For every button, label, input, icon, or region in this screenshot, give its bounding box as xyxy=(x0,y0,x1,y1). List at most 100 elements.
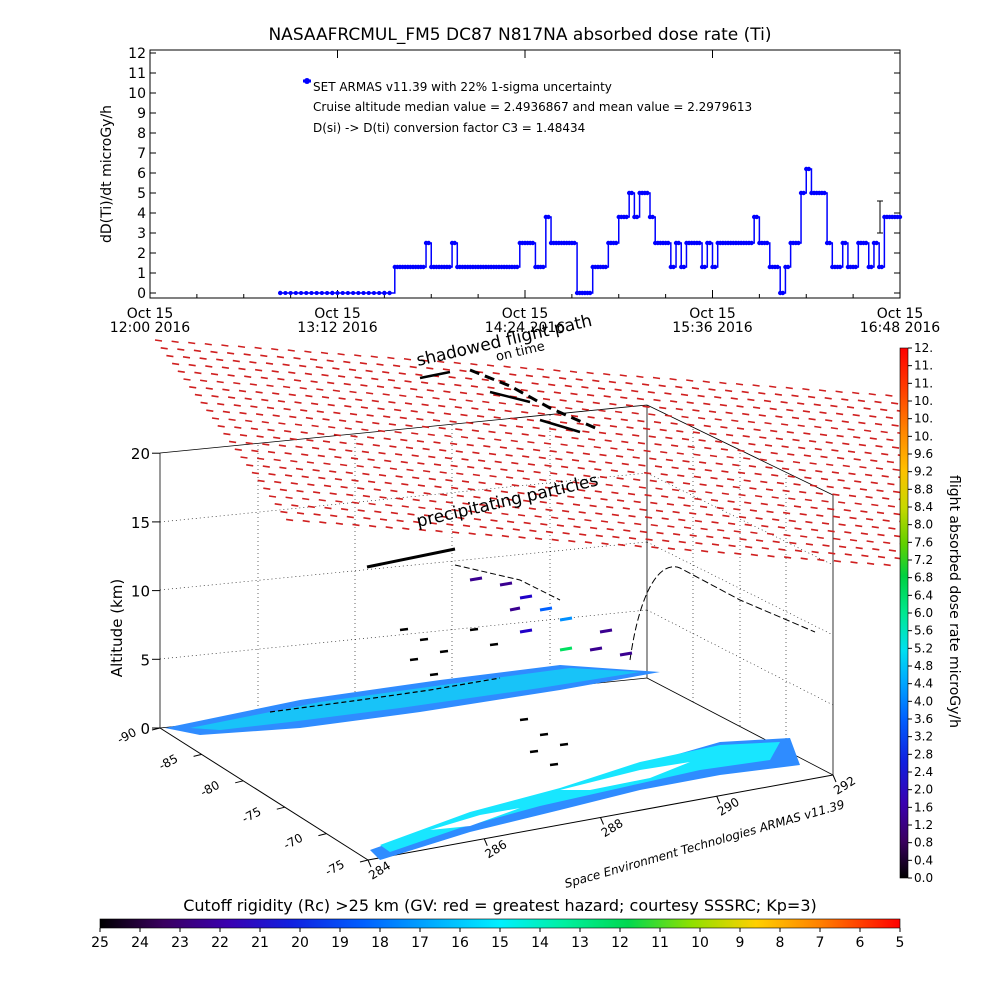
median-annotation: Cruise altitude median value = 2.4936867… xyxy=(313,100,752,114)
precipitation-mark xyxy=(555,479,564,483)
precipitation-mark xyxy=(691,387,700,390)
precipitation-mark xyxy=(448,398,457,401)
precipitation-mark xyxy=(711,543,720,546)
precipitation-mark xyxy=(703,402,711,406)
precipitation-mark xyxy=(750,553,759,557)
precipitation-mark xyxy=(515,403,523,406)
precipitation-mark xyxy=(440,515,448,519)
precipitation-mark xyxy=(617,543,626,547)
data-point xyxy=(577,290,582,296)
precipitation-mark xyxy=(658,384,666,388)
precipitation-mark xyxy=(405,424,413,427)
precipitation-mark xyxy=(766,532,775,536)
precipitation-mark xyxy=(506,520,515,524)
precipitation-mark xyxy=(760,502,768,506)
precipitation-mark xyxy=(863,429,872,433)
precipitation-mark xyxy=(645,538,653,541)
precipitation-mark xyxy=(794,549,803,553)
x-tick-label-date: Oct 15 xyxy=(689,306,735,322)
precipitation-mark xyxy=(667,525,675,528)
data-point xyxy=(889,214,895,220)
precipitation-mark xyxy=(545,530,554,534)
precipitation-mark xyxy=(279,488,288,492)
precipitation-mark xyxy=(819,433,828,437)
precipitation-mark xyxy=(772,540,780,544)
precipitation-mark xyxy=(485,533,493,537)
precipitation-mark xyxy=(642,427,651,431)
precipitation-mark xyxy=(836,456,845,460)
precipitation-mark xyxy=(558,377,567,380)
precipitation-mark xyxy=(422,447,430,451)
precipitation-mark xyxy=(681,415,689,419)
precipitation-mark xyxy=(671,488,680,492)
precipitation-mark xyxy=(804,498,813,502)
precipitation-mark xyxy=(553,391,562,394)
precipitation-mark xyxy=(490,519,498,522)
data-point xyxy=(351,291,356,295)
dose-colorbar-tick-label: 1.6 xyxy=(914,800,933,814)
data-point xyxy=(593,264,598,270)
x-tick-label-date: Oct 15 xyxy=(877,306,923,322)
precipitation-mark xyxy=(446,523,454,526)
precipitation-mark xyxy=(478,481,486,485)
precipitation-mark xyxy=(883,563,891,567)
precipitation-mark xyxy=(340,508,349,511)
precipitation-mark xyxy=(771,496,779,499)
data-point xyxy=(478,264,483,270)
precipitation-mark xyxy=(593,423,601,427)
precipitation-mark xyxy=(742,412,750,416)
precipitation-mark xyxy=(749,487,757,490)
precipitation-mark xyxy=(708,410,717,413)
precipitation-mark xyxy=(632,434,640,437)
precipitation-mark xyxy=(749,509,758,512)
precipitation-mark xyxy=(256,435,264,438)
precipitation-mark xyxy=(871,525,879,529)
rigidity-colorbar-tick-label: 23 xyxy=(171,935,189,951)
precipitation-mark xyxy=(379,518,388,521)
precipitation-mark xyxy=(662,539,670,543)
data-point xyxy=(692,240,697,246)
precipitation-mark xyxy=(296,489,304,493)
legend-label: SET ARMAS v11.39 with 22% 1-sigma uncert… xyxy=(313,80,612,94)
precipitation-mark xyxy=(350,457,359,460)
precipitation-mark xyxy=(417,462,425,465)
precipitation-mark xyxy=(345,449,353,452)
precipitation-mark xyxy=(460,413,468,417)
precipitation-mark xyxy=(318,498,326,502)
precipitation-mark xyxy=(841,420,849,423)
dose-colorbar-tick-label: 3.6 xyxy=(914,712,933,726)
precipitation-mark xyxy=(615,455,624,458)
data-point xyxy=(447,264,452,270)
precipitation-mark xyxy=(393,386,401,390)
precipitation-mark xyxy=(444,456,453,460)
precipitation-mark xyxy=(459,391,468,395)
dose-colorbar-tick-label: 3.2 xyxy=(914,730,933,744)
precipitation-mark xyxy=(842,464,850,468)
precipitation-mark xyxy=(411,432,419,435)
precipitation-mark xyxy=(295,467,304,471)
precipitation-mark xyxy=(653,421,662,424)
precipitation-mark xyxy=(650,501,658,505)
precipitation-mark xyxy=(404,402,413,405)
precipitation-mark xyxy=(669,400,678,403)
precipitation-mark xyxy=(442,368,451,371)
precipitation-mark xyxy=(211,395,219,398)
precipitation-mark xyxy=(686,379,694,382)
precipitation-mark xyxy=(786,408,794,412)
precipitation-mark xyxy=(627,492,636,496)
dose-colorbar-tick-label: 7.2 xyxy=(914,553,933,567)
data-point xyxy=(619,214,624,220)
precipitation-mark xyxy=(770,451,778,455)
precipitation-mark xyxy=(228,418,236,422)
dose-colorbar-tick-label: 6.4 xyxy=(914,588,933,602)
precipitation-mark xyxy=(654,443,662,446)
precipitation-mark xyxy=(193,349,202,353)
precipitation-mark xyxy=(561,509,570,513)
precipitation-mark xyxy=(263,487,271,490)
precipitation-mark xyxy=(268,473,276,476)
precipitation-mark xyxy=(871,503,879,507)
precipitation-mark xyxy=(678,540,686,544)
precipitation-mark xyxy=(703,424,711,428)
precipitation-mark xyxy=(393,408,402,412)
precipitation-mark xyxy=(262,465,270,468)
